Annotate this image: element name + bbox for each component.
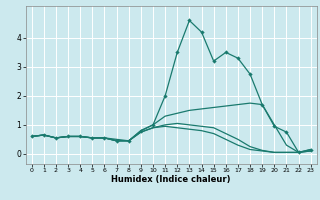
X-axis label: Humidex (Indice chaleur): Humidex (Indice chaleur) — [111, 175, 231, 184]
